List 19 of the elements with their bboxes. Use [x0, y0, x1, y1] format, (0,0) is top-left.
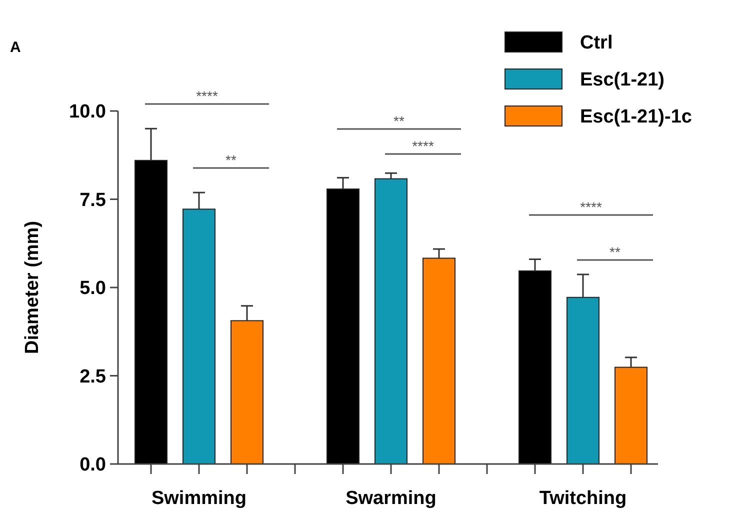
- y-tick-label: 5.0: [80, 278, 106, 300]
- y-axis-title: Diameter (mm): [22, 220, 43, 354]
- x-tick-label: Swimming: [151, 488, 247, 509]
- annotation: ****: [580, 199, 602, 215]
- x-tick-label: Twitching: [539, 488, 627, 509]
- legend-label: Ctrl: [580, 32, 613, 54]
- y-tick-label: 0.0: [80, 454, 106, 476]
- text: A: [10, 39, 21, 56]
- annotation: **: [610, 244, 621, 260]
- annotation: ****: [412, 138, 434, 154]
- x-tick-label: Swarming: [346, 488, 436, 509]
- y-tick-label: 10.0: [69, 102, 106, 123]
- legend-label: Esc(1-21)-1c: [580, 106, 692, 128]
- annotation: **: [394, 113, 405, 129]
- y-tick-label: 2.5: [80, 366, 106, 388]
- text: ****: [196, 88, 218, 104]
- annotation: **: [226, 152, 237, 168]
- legend-label: Esc(1-21): [580, 70, 664, 91]
- y-tick-label: 7.5: [80, 190, 106, 211]
